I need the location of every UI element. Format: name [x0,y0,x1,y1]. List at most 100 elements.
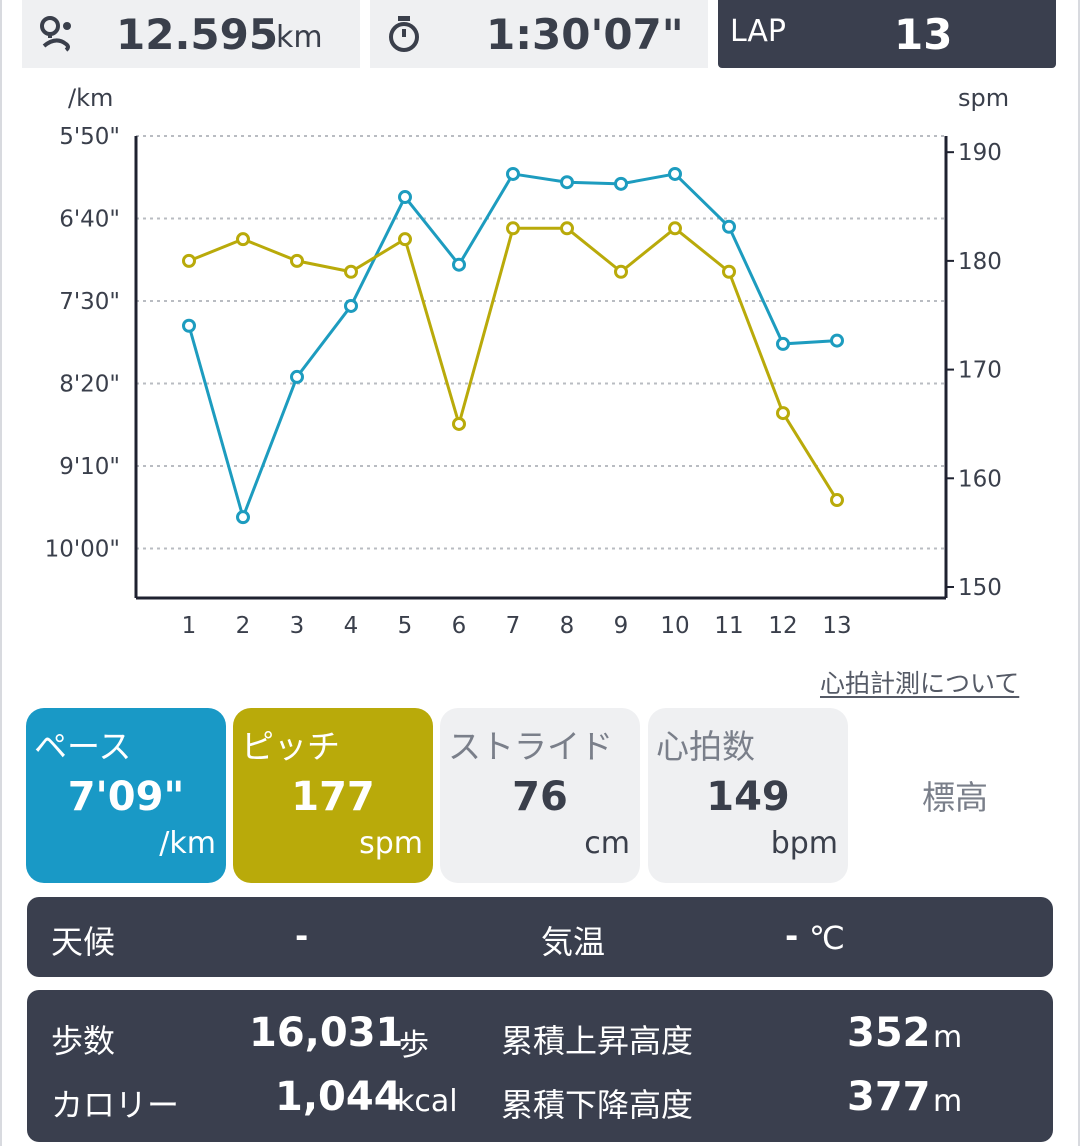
x-tick-label: 5 [398,613,413,639]
data-point-pace [560,175,574,190]
left-tick-label: 5'50" [59,124,120,150]
metric-unit: /km [159,826,216,861]
x-tick-label: 9 [614,613,629,639]
weather-label: 天候 [51,923,116,961]
x-tick-label: 4 [344,613,359,639]
series-line-pitch [188,226,839,501]
stats-panel: 歩数 16,031 歩 累積上昇高度 352 m カロリー 1,044 kcal… [27,990,1053,1142]
x-tick-label: 10 [660,613,689,639]
metric-value: 177 [291,774,375,820]
distance-box: 12.595 km [22,0,360,68]
x-tick-label: 11 [714,613,743,639]
x-tick-label: 1 [182,613,197,639]
data-point-pace [398,190,412,205]
metric-card-pitch[interactable]: ピッチ 177 spm [233,708,433,883]
data-point-pitch [506,221,520,236]
data-point-pace [668,166,682,181]
x-tick-label: 8 [560,613,575,639]
ascent-value: 352 [847,1010,931,1056]
lap-label: LAP [730,14,787,49]
right-axis-unit: spm [958,84,1009,112]
distance-value: 12.595 [116,10,279,59]
descent-unit: m [933,1084,963,1119]
calorie-label: カロリー [51,1086,180,1124]
data-point-pace [722,219,736,234]
x-tick-label: 3 [290,613,305,639]
left-tick-label: 8'20" [59,372,120,398]
lap-value: 13 [894,10,953,59]
time-value: 1:30'07" [486,10,684,59]
metric-card-heart-rate[interactable]: 心拍数 149 bpm [648,708,848,883]
weather-bar: 天候 - 気温 - ℃ [27,897,1053,977]
data-point-pace [776,336,790,351]
data-point-pace [830,333,844,348]
temperature-value: - [785,917,799,955]
data-point-pitch [290,253,304,268]
data-point-pitch [398,232,412,247]
left-axis-unit: /km [68,84,113,112]
x-tick-label: 12 [768,613,797,639]
data-point-pitch [560,221,574,236]
distance-unit: km [276,20,323,55]
data-point-pitch [776,406,790,421]
stopwatch-icon [386,14,422,58]
ascent-label: 累積上昇高度 [501,1022,694,1060]
data-point-pitch [668,221,682,236]
right-edge-divider [1078,0,1080,1146]
right-tick-label: 190 [958,140,1002,166]
data-point-pitch [722,264,736,279]
x-tick-label: 7 [506,613,521,639]
metric-value: 149 [706,774,790,820]
right-tick-label: 180 [958,249,1002,275]
data-point-pitch [236,232,250,247]
left-tick-label: 6'40" [59,207,120,233]
steps-unit: 歩 [399,1028,429,1063]
descent-label: 累積下降高度 [501,1086,694,1124]
metric-label: ストライド [448,727,613,766]
left-tick-label: 7'30" [59,289,120,315]
left-tick-label: 10'00" [45,537,120,563]
data-point-pace [506,166,520,181]
calorie-unit: kcal [397,1084,458,1119]
data-point-pitch [614,264,628,279]
metric-card-elevation[interactable]: 標高 [922,778,988,817]
metric-card-pace[interactable]: ペース 7'09" /km [26,708,226,883]
lap-chart: /km spm 5'50" 6'40" 7'30" 8'20" 9'10" 10'00" 190… [45,84,1010,639]
x-tick-label: 6 [452,613,467,639]
steps-value: 16,031 [249,1010,404,1056]
temperature-label: 気温 [541,923,606,961]
descent-value: 377 [847,1074,931,1120]
data-point-pace [344,298,358,313]
left-tick-label: 9'10" [59,454,120,480]
temperature-unit: ℃ [809,919,845,957]
metric-unit: bpm [770,826,838,861]
weather-value: - [295,917,309,955]
data-point-pitch [452,416,466,431]
data-point-pitch [182,253,196,268]
metric-label: ペース [34,727,132,766]
data-point-pace [290,369,304,384]
left-edge-divider [0,0,2,1146]
metric-value: 7'09" [67,774,185,820]
metric-unit: cm [584,826,630,861]
heart-rate-info-link[interactable]: 心拍計測について [820,669,1020,698]
metric-label: ピッチ [241,727,340,766]
calorie-value: 1,044 [275,1074,402,1120]
metric-card-stride[interactable]: ストライド 76 cm [440,708,640,883]
right-tick-label: 170 [958,358,1002,384]
data-point-pitch [830,493,844,508]
data-point-pitch [344,264,358,279]
steps-label: 歩数 [51,1022,116,1060]
right-tick-label: 160 [958,466,1002,492]
data-point-pace [452,257,466,272]
metric-value: 76 [512,774,568,820]
metric-label: 心拍数 [656,727,755,766]
route-pin-icon [36,14,76,58]
x-tick-label: 13 [822,613,851,639]
metric-unit: spm [359,826,423,861]
data-point-pace [614,176,628,191]
lap-box: LAP 13 [718,0,1056,68]
data-point-pace [236,510,250,525]
data-point-pace [182,318,196,333]
right-tick-label: 150 [958,575,1002,601]
